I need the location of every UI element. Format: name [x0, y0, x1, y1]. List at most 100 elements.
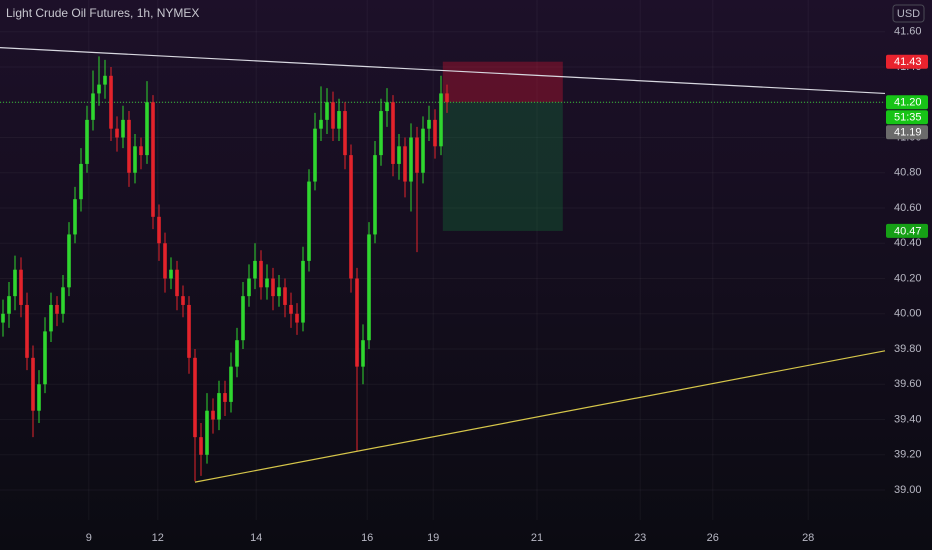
x-tick-label: 21: [531, 532, 543, 544]
candles: [1, 56, 449, 482]
candle-body: [73, 199, 77, 235]
x-tick-label: 26: [707, 532, 719, 544]
candle-body: [193, 357, 197, 438]
axes: 39.00 39.20 39.40 39.60 39.80 40.00 40.20 40.40…: [86, 26, 928, 544]
candle-body: [379, 111, 383, 156]
candle-body: [247, 278, 251, 297]
candle-body: [163, 243, 167, 279]
y-tick-label: 39.60: [894, 378, 922, 390]
candle-body: [307, 181, 311, 261]
candle-body: [217, 393, 221, 420]
candle-body: [109, 75, 113, 129]
candle-body: [337, 111, 341, 129]
y-tick-label: 40.40: [894, 237, 922, 249]
candle-body: [391, 102, 395, 164]
price-label: 41.20: [894, 97, 922, 109]
y-tick-label: 39.20: [894, 449, 922, 461]
candle-body: [229, 366, 233, 402]
x-tick-label: 12: [152, 532, 164, 544]
candle-body: [1, 313, 5, 323]
x-tick-label: 19: [427, 532, 439, 544]
candle-body: [181, 296, 185, 305]
candle-body: [199, 437, 203, 455]
candle-body: [367, 234, 371, 341]
candle-body: [265, 278, 269, 288]
candle-body: [115, 128, 119, 138]
candle-body: [19, 269, 23, 305]
candle-body: [277, 287, 281, 297]
candle-body: [37, 384, 41, 411]
candle-body: [169, 269, 173, 279]
candle-body: [133, 146, 137, 173]
candle-body: [127, 119, 131, 173]
candle-body: [421, 128, 425, 173]
trendline: [194, 350, 886, 483]
candle-body: [403, 146, 407, 182]
candle-body: [343, 111, 347, 156]
x-tick-label: 28: [802, 532, 814, 544]
price-label: 41.43: [894, 56, 922, 68]
y-tick-label: 40.20: [894, 272, 922, 284]
x-tick-label: 9: [86, 532, 92, 544]
candle-body: [433, 119, 437, 147]
candle-body: [373, 155, 377, 235]
price-label-box: [886, 54, 928, 69]
candle-body: [289, 304, 293, 314]
candle-body: [361, 340, 365, 367]
price-label-box: [886, 223, 928, 238]
target-zone: [442, 102, 563, 231]
candle-body: [157, 216, 161, 244]
candle-body: [349, 155, 353, 279]
countdown: 51:35: [894, 112, 922, 124]
candle-body: [85, 119, 89, 164]
candle-body: [415, 137, 419, 173]
y-tick-label: 40.80: [894, 167, 922, 179]
candle-body: [211, 410, 215, 420]
currency-label[interactable]: USD: [897, 8, 920, 20]
candle-body: [79, 163, 83, 200]
candle-body: [253, 260, 257, 279]
candle-body: [61, 287, 65, 314]
candle-body: [409, 137, 413, 182]
candle-body: [331, 102, 335, 129]
stop-zone: [442, 61, 563, 103]
candle-body: [7, 296, 11, 314]
candle-body: [319, 119, 323, 129]
candle-body: [301, 260, 305, 323]
y-tick-label: 41.60: [894, 26, 922, 38]
candle-body: [271, 278, 275, 297]
trendline: [0, 46, 886, 95]
candle-body: [241, 296, 245, 341]
candle-body: [325, 102, 329, 120]
price-label-box: [886, 95, 928, 110]
candle-body: [397, 146, 401, 164]
candle-body: [121, 119, 125, 138]
candle-body: [151, 102, 155, 217]
price-label: 41.19: [894, 127, 922, 139]
x-tick-label: 23: [634, 532, 646, 544]
candle-body: [445, 93, 449, 103]
price-label-box: [886, 125, 928, 140]
candle-body: [97, 84, 101, 94]
candle-body: [145, 102, 149, 156]
x-tick-label: 14: [250, 532, 262, 544]
candle-body: [259, 260, 263, 288]
candle-body: [91, 93, 95, 120]
y-tick-label: 39.80: [894, 343, 922, 355]
candle-body: [31, 357, 35, 411]
chart-title: Light Crude Oil Futures, 1h, NYMEX: [6, 6, 199, 20]
candle-body: [439, 93, 443, 147]
y-tick-label: 39.00: [894, 484, 922, 496]
candle-body: [55, 304, 59, 314]
x-tick-label: 16: [361, 532, 373, 544]
candle-body: [49, 304, 53, 332]
candle-body: [427, 119, 431, 129]
currency-button[interactable]: [892, 4, 925, 23]
candle-body: [25, 304, 29, 358]
y-tick-label: 40.00: [894, 308, 922, 320]
candle-body: [103, 75, 107, 85]
candle-body: [385, 102, 389, 112]
candle-body: [313, 128, 317, 182]
